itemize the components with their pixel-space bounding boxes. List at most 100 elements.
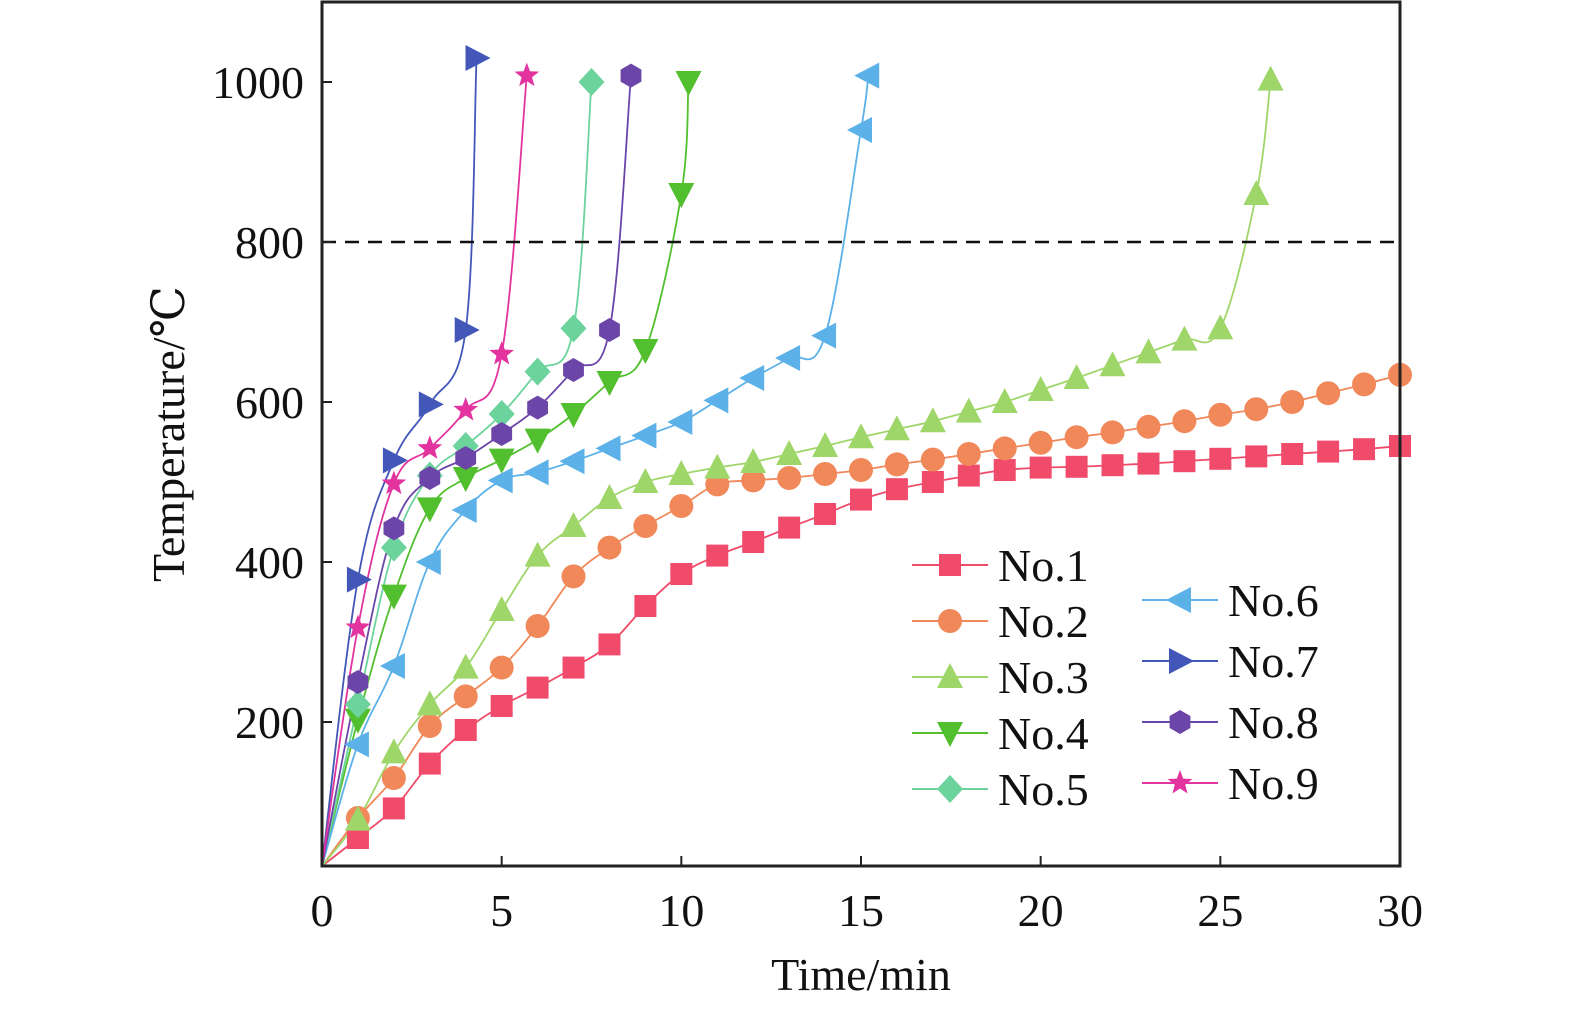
data-point-no-2: [920, 447, 945, 472]
x-tick-label: 0: [311, 885, 334, 936]
data-point-no-5: [344, 690, 371, 719]
legend-label: No.5: [998, 764, 1089, 815]
data-point-no-3: [1135, 338, 1162, 364]
data-point-no-2: [1064, 425, 1089, 450]
data-point-no-2: [813, 462, 838, 486]
legend-item-no-9: No.9: [1142, 758, 1319, 809]
x-tick-label: 20: [1018, 885, 1064, 936]
data-point-no-1: [1281, 443, 1304, 465]
legend-item-no-1: No.1: [912, 540, 1089, 591]
legend-label: No.6: [1228, 575, 1319, 626]
data-point-no-4: [416, 497, 443, 523]
data-point-no-3: [1099, 351, 1126, 377]
data-point-no-9: [417, 435, 443, 459]
legend-item-no-3: No.3: [912, 652, 1089, 703]
data-point-no-6: [847, 117, 872, 143]
data-point-no-2: [1352, 372, 1377, 397]
data-point-no-7: [382, 447, 408, 474]
data-point-no-1: [993, 459, 1016, 481]
data-point-no-3: [955, 397, 982, 423]
legend-marker-no-6: [1166, 587, 1191, 613]
legend-label: No.2: [998, 596, 1089, 647]
data-point-no-2: [1208, 402, 1233, 427]
data-point-no-6: [451, 497, 477, 523]
data-point-no-2: [1100, 420, 1125, 445]
data-point-no-6: [739, 365, 765, 391]
data-point-no-2: [453, 684, 478, 709]
legend-item-no-2: No.2: [912, 596, 1089, 647]
data-point-no-3: [883, 415, 910, 441]
series-line-no-4: [321, 81, 690, 867]
data-point-no-6: [775, 345, 801, 371]
data-point-no-1: [1245, 445, 1268, 468]
legend-marker-no-2: [938, 609, 962, 633]
data-point-no-1: [562, 656, 585, 679]
data-point-no-9: [453, 397, 479, 421]
data-point-no-6: [703, 387, 729, 414]
data-point-no-3: [1243, 180, 1270, 205]
data-point-no-5: [578, 68, 605, 96]
data-point-no-5: [380, 533, 407, 562]
x-tick-label: 30: [1377, 885, 1423, 936]
legend-marker-no-9: [1167, 770, 1193, 794]
data-point-no-9: [514, 62, 540, 87]
data-point-no-1: [742, 531, 765, 553]
data-point-no-8: [383, 516, 405, 541]
legend-label: No.8: [1228, 697, 1319, 748]
data-point-no-1: [957, 464, 980, 487]
legend-item-no-5: No.5: [912, 764, 1089, 815]
data-point-no-3: [488, 596, 515, 621]
data-point-no-1: [778, 516, 801, 539]
data-point-no-1: [526, 676, 549, 699]
data-point-no-4: [380, 584, 407, 610]
data-point-no-6: [343, 731, 369, 758]
data-point-no-2: [1136, 414, 1161, 439]
legend-item-no-6: No.6: [1142, 575, 1319, 626]
data-point-no-1: [1353, 438, 1376, 461]
data-point-no-1: [490, 695, 513, 717]
y-axis-title: Temperature/℃: [143, 286, 194, 582]
data-point-no-1: [598, 633, 621, 656]
data-point-no-4: [596, 371, 623, 396]
data-point-no-1: [1065, 455, 1088, 478]
data-point-no-4: [488, 448, 515, 474]
data-point-no-4: [524, 428, 551, 454]
data-point-no-3: [740, 448, 767, 473]
data-point-no-2: [1316, 381, 1341, 406]
data-point-no-3: [919, 407, 946, 433]
legend-label: No.1: [998, 540, 1089, 591]
data-point-no-3: [380, 738, 407, 764]
axis-ticks: 0 5 10 15 20 25 30 200 400 600 800 1000: [212, 57, 1423, 936]
data-point-no-8: [599, 318, 620, 342]
data-point-no-6: [523, 459, 549, 486]
data-point-no-3: [524, 541, 551, 567]
data-point-no-2: [417, 714, 442, 738]
data-point-no-6: [631, 422, 657, 449]
data-point-no-8: [455, 446, 477, 470]
data-point-no-2: [489, 655, 514, 680]
data-point-no-6: [595, 435, 621, 462]
data-point-no-3: [344, 805, 371, 831]
data-point-no-9: [345, 614, 371, 639]
data-point-no-7: [465, 45, 491, 71]
data-point-no-7: [454, 317, 480, 343]
data-point-no-3: [596, 484, 623, 509]
data-point-no-4: [344, 708, 371, 734]
legend-marker-no-5: [937, 775, 963, 803]
data-point-no-1: [634, 595, 657, 617]
x-tick-label: 5: [490, 885, 513, 936]
data-point-no-3: [416, 690, 443, 716]
data-point-no-1: [850, 488, 872, 511]
data-point-no-5: [524, 357, 551, 386]
data-point-no-7: [418, 391, 444, 418]
data-point-no-9: [381, 470, 407, 495]
data-point-no-2: [633, 514, 658, 538]
legend-item-no-7: No.7: [1142, 636, 1319, 687]
y-tick-label: 200: [235, 697, 304, 748]
data-point-no-4: [668, 183, 695, 208]
data-point-no-2: [849, 458, 873, 482]
legend-label: No.7: [1228, 636, 1319, 687]
data-point-no-5: [488, 400, 515, 428]
data-point-no-1: [1137, 452, 1160, 475]
